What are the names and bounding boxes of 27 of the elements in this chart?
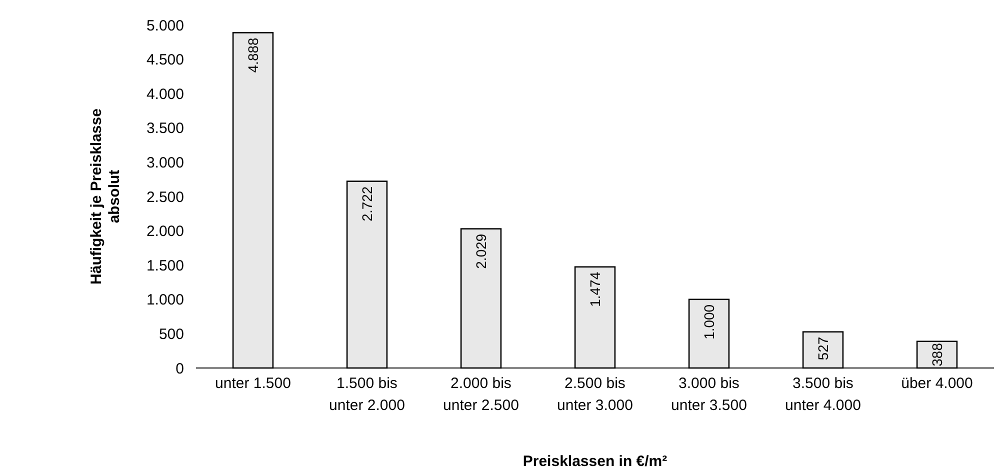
y-tick-label: 3.500: [146, 120, 184, 138]
y-tick-label: 500: [158, 326, 184, 343]
x-tick-label: unter 1.500: [215, 375, 291, 392]
data-label: 1.000: [701, 304, 717, 340]
data-label: 2.722: [359, 186, 375, 222]
y-tick-label: 4.000: [146, 86, 184, 103]
x-axis-title: Preisklassen in €/m²: [522, 453, 668, 470]
x-tick-label: 1.500 bis unter 2.000: [329, 375, 405, 414]
x-tick-label: 3.000 bis unter 3.500: [671, 375, 747, 414]
data-label: 4.888: [245, 37, 261, 73]
y-tick-label: 4.500: [146, 52, 184, 69]
y-tick-label: 5.000: [146, 17, 184, 34]
x-tick-label: 2.000 bis unter 2.500: [443, 375, 519, 414]
data-label: 1.474: [587, 272, 603, 307]
data-label: 527: [815, 336, 831, 360]
y-tick-label: 0: [176, 360, 184, 378]
y-tick-label: 1.000: [146, 292, 184, 309]
data-label: 2.029: [473, 234, 489, 269]
y-axis-title: Häufigkeit je Preisklasse absolut: [88, 108, 123, 284]
x-tick-label: 3.500 bis unter 4.000: [785, 375, 861, 414]
y-tick-label: 3.000: [146, 154, 184, 172]
x-tick-label: über 4.000: [901, 375, 973, 392]
y-tick-label: 1.500: [146, 257, 184, 274]
x-tick-label: 2.500 bis unter 3.000: [557, 375, 633, 414]
y-tick-label: 2.000: [146, 223, 184, 240]
data-label: 388: [929, 342, 945, 366]
y-tick-label: 2.500: [146, 188, 184, 206]
